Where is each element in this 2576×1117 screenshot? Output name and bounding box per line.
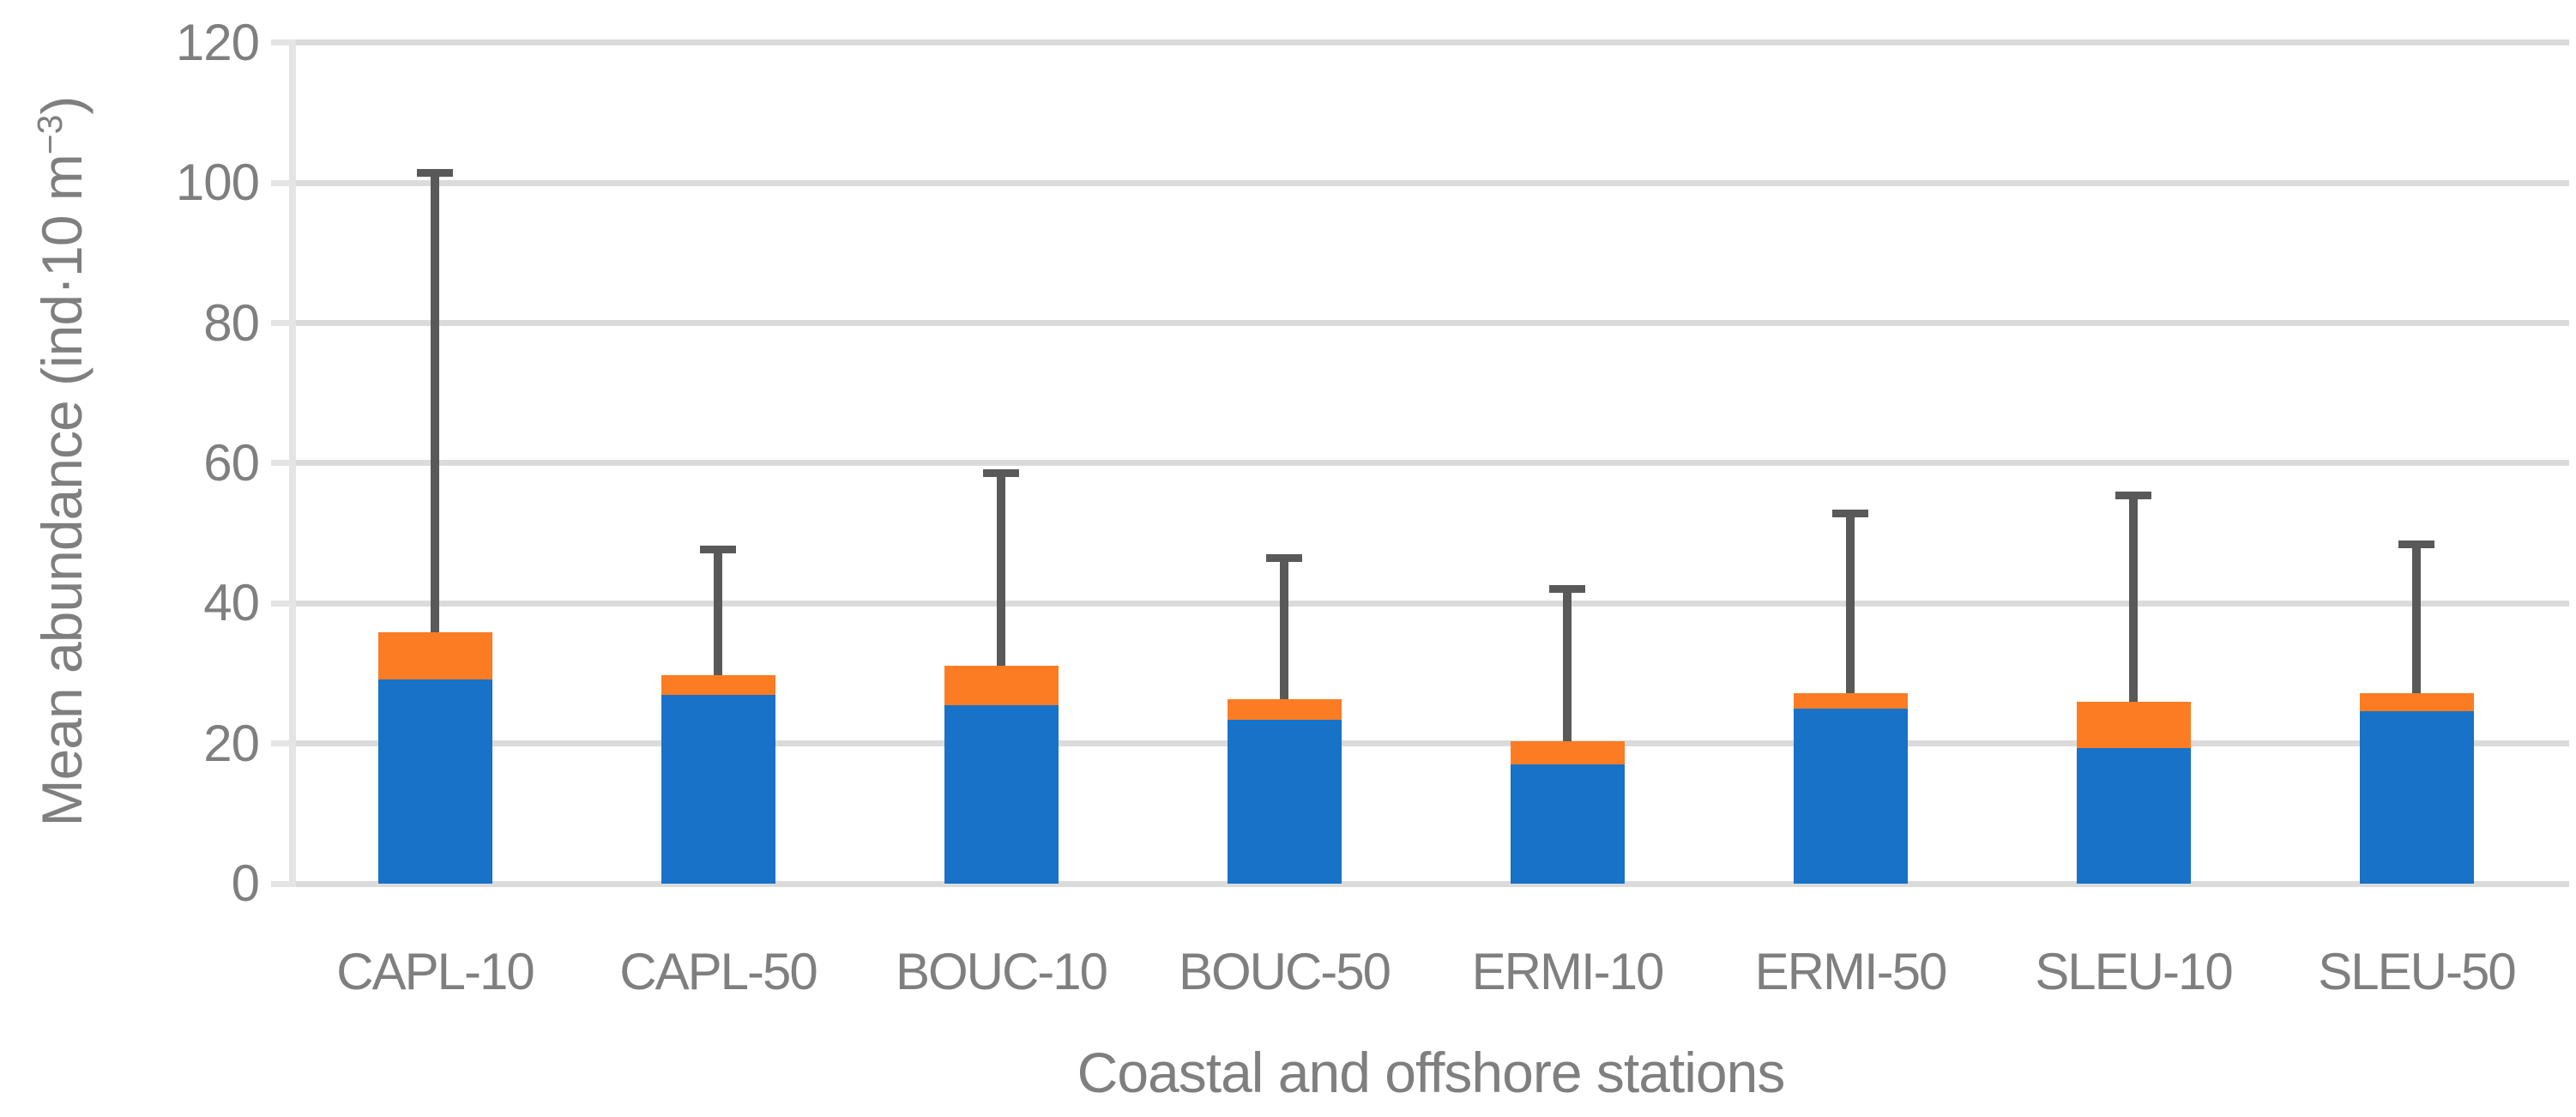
x-tick-label-BOUC-10: BOUC-10 — [895, 943, 1108, 1000]
error-bar-ERMI-50 — [1846, 513, 1855, 693]
x-tick-label-ERMI-10: ERMI-10 — [1471, 943, 1665, 1000]
error-bar-cap-ERMI-50 — [1832, 510, 1868, 518]
bar-ERMI-10-upper — [1510, 741, 1625, 765]
x-tick-label-CAPL-50: CAPL-50 — [619, 943, 817, 1000]
y-tick-100 — [271, 179, 293, 186]
bar-CAPL-10-lower — [377, 679, 492, 884]
error-bar-cap-CAPL-10 — [417, 168, 453, 177]
error-bar-cap-CAPL-50 — [700, 545, 736, 553]
y-tick-20 — [271, 740, 293, 747]
x-axis-title: Coastal and offshore stations — [1077, 1041, 1786, 1104]
bar-ERMI-50-upper — [1793, 692, 1908, 709]
x-tick-label-ERMI-50: ERMI-50 — [1754, 943, 1948, 1000]
gridline-20 — [293, 740, 2569, 747]
x-tick-label-SLEU-10: SLEU-10 — [2035, 943, 2233, 1000]
bar-BOUC-50-lower — [1227, 719, 1342, 884]
y-tick-label-60: 60 — [203, 433, 260, 492]
bar-SLEU-10-lower — [2076, 748, 2191, 884]
error-bar-cap-SLEU-10 — [2115, 492, 2151, 500]
error-bar-SLEU-50 — [2412, 544, 2421, 693]
gridline-100 — [293, 179, 2569, 186]
bar-SLEU-10-upper — [2076, 701, 2191, 749]
x-tick-label-CAPL-10: CAPL-10 — [336, 943, 534, 1000]
y-tick-label-0: 0 — [231, 854, 260, 912]
error-bar-CAPL-50 — [714, 549, 722, 676]
gridline-60 — [293, 460, 2569, 467]
y-axis-line — [289, 39, 296, 887]
error-bar-cap-BOUC-10 — [983, 468, 1019, 477]
bar-BOUC-10-upper — [944, 666, 1059, 705]
bar-SLEU-50-lower — [2359, 711, 2474, 884]
y-tick-120 — [271, 39, 293, 46]
error-bar-CAPL-10 — [431, 172, 439, 632]
bar-SLEU-50-upper — [2359, 692, 2474, 712]
gridline-40 — [293, 600, 2569, 607]
x-tick-label-BOUC-50: BOUC-50 — [1178, 943, 1391, 1000]
bar-ERMI-10-lower — [1510, 764, 1625, 884]
gridline-0 — [293, 880, 2569, 887]
bar-CAPL-50-upper — [661, 675, 775, 696]
y-tick-80 — [271, 320, 293, 327]
bar-BOUC-50-upper — [1227, 699, 1342, 720]
error-bar-cap-ERMI-10 — [1549, 585, 1585, 594]
error-bar-SLEU-10 — [2129, 495, 2138, 702]
bar-BOUC-10-lower — [944, 704, 1059, 884]
error-bar-cap-BOUC-50 — [1266, 553, 1302, 562]
bar-ERMI-50-lower — [1793, 708, 1908, 884]
bar-CAPL-50-lower — [661, 695, 775, 884]
y-tick-60 — [271, 460, 293, 467]
y-tick-label-40: 40 — [203, 574, 260, 632]
error-bar-BOUC-50 — [1280, 558, 1288, 700]
y-tick-label-80: 80 — [203, 293, 260, 352]
gridline-120 — [293, 39, 2569, 46]
bar-CAPL-10-upper — [377, 631, 492, 679]
error-bar-BOUC-10 — [997, 473, 1005, 666]
y-tick-label-120: 120 — [175, 13, 260, 71]
gridline-80 — [293, 320, 2569, 327]
error-bar-ERMI-10 — [1563, 589, 1572, 742]
y-tick-0 — [271, 880, 293, 887]
x-tick-label-SLEU-50: SLEU-50 — [2318, 943, 2516, 1000]
y-tick-40 — [271, 600, 293, 607]
y-tick-label-100: 100 — [175, 154, 260, 212]
error-bar-cap-SLEU-50 — [2398, 540, 2434, 549]
y-tick-label-20: 20 — [203, 714, 260, 772]
